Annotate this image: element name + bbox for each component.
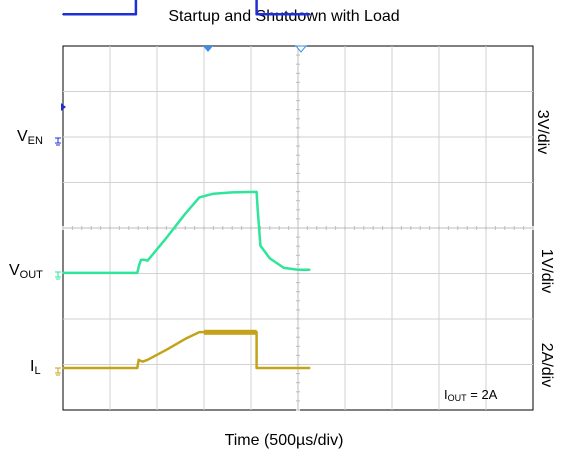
trace-en xyxy=(63,0,310,16)
ch1-ground-icon xyxy=(55,137,61,146)
point-l xyxy=(308,367,311,369)
x-axis-label: Time (500µs/div) xyxy=(224,432,344,449)
point-out xyxy=(212,192,215,195)
trigger-marker xyxy=(203,46,213,52)
point-l xyxy=(165,348,168,351)
point-out xyxy=(136,272,139,274)
point-out xyxy=(62,272,64,274)
point-l xyxy=(62,367,64,369)
ch2-scale-label: 1V/div xyxy=(538,248,556,294)
chart-title: Startup and Shutdown with Load xyxy=(168,8,400,25)
point-out xyxy=(283,267,285,269)
ch2-ground-icon xyxy=(55,271,61,280)
point-out xyxy=(198,196,201,199)
ch1-label: VEN xyxy=(17,128,43,147)
point-out xyxy=(231,191,234,194)
point-l xyxy=(255,367,258,369)
ch1-trigger-level-marker xyxy=(61,103,66,111)
point-en xyxy=(134,13,137,16)
point-l xyxy=(137,358,140,361)
point-l xyxy=(142,360,144,363)
ch3-ground-icon xyxy=(55,367,61,376)
ch2-label: VOUT xyxy=(9,262,43,281)
point-out xyxy=(165,236,168,239)
point-out xyxy=(259,244,262,247)
point-out xyxy=(184,212,187,215)
point-out xyxy=(308,268,311,271)
point-out xyxy=(256,207,259,210)
trigger-delay-marker xyxy=(294,45,308,53)
point-en xyxy=(308,13,311,16)
point-out xyxy=(146,259,149,262)
markers xyxy=(55,45,308,376)
point-out xyxy=(268,257,271,260)
point-l xyxy=(146,358,149,361)
ch3-label: IL xyxy=(30,358,41,377)
point-out xyxy=(138,264,141,267)
traces xyxy=(62,0,311,370)
point-l xyxy=(184,337,187,340)
point-en xyxy=(62,13,64,16)
point-l xyxy=(198,331,201,333)
ripple-band xyxy=(204,329,257,335)
ch3-scale-label: 2A/div xyxy=(538,342,556,388)
trace-out xyxy=(63,190,310,275)
point-out xyxy=(140,258,142,261)
ch1-scale-label: 3V/div xyxy=(534,109,552,155)
point-out xyxy=(297,268,299,271)
point-out xyxy=(142,258,145,261)
point-l xyxy=(136,367,139,369)
grid xyxy=(62,45,534,411)
point-out xyxy=(255,191,258,193)
point-en xyxy=(255,13,258,16)
point-l xyxy=(139,359,141,362)
load-annotation: IOUT = 2A xyxy=(444,387,498,403)
